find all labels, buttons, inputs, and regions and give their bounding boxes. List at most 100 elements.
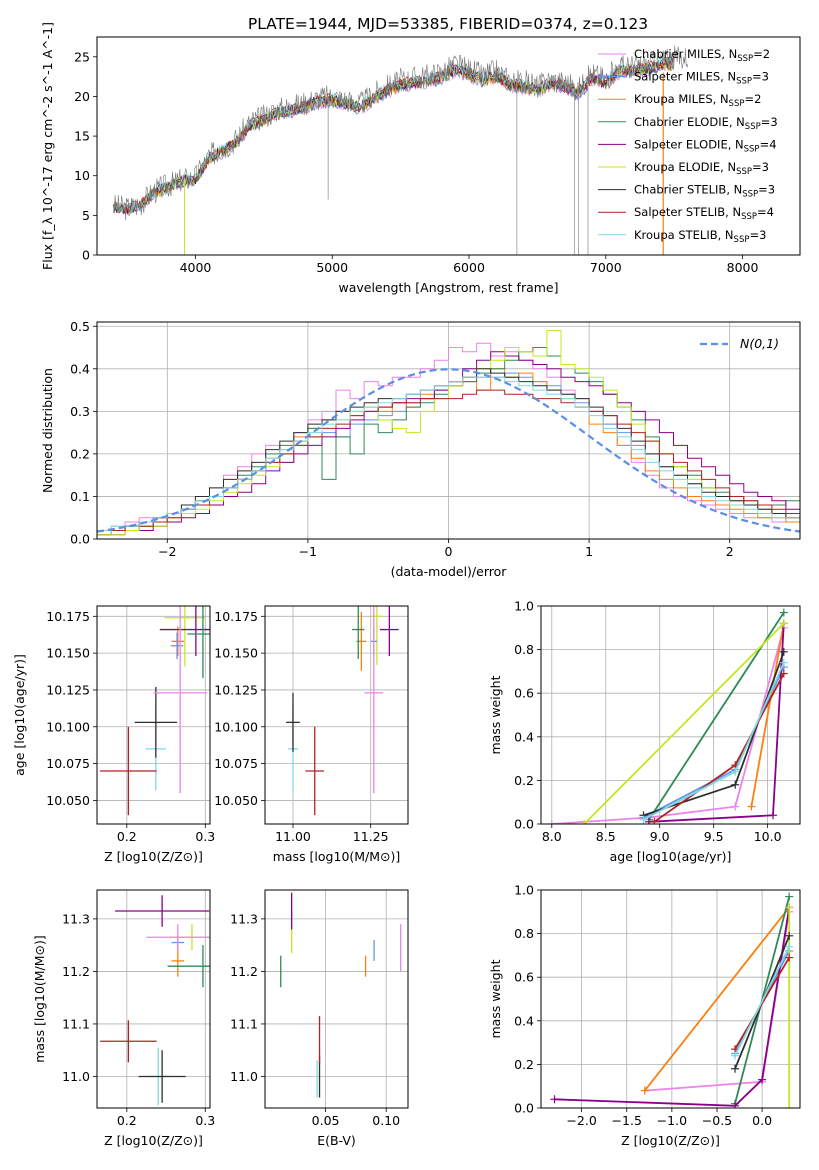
mass_weight_vs_age-xlabel: age [log10(age/yr)]	[610, 849, 732, 864]
y-tick-label: 11.3	[230, 911, 258, 926]
mass_vs_Z-ylabel: mass [log10(M/M⊙)]	[32, 935, 47, 1063]
y-tick-label: 0.4	[70, 361, 90, 376]
x-tick-label: −1	[299, 544, 317, 559]
spectrum-ylabel: Flux [f_λ 10^-17 erg cm^-2 s^-1 A^-1]	[40, 22, 55, 270]
age_vs_mass-axes: 11.00 11.25 10.050 10.075 10.100 10.125 10.150…	[214, 605, 409, 864]
age_vs_mass-plot-area	[286, 606, 399, 816]
weight-line-kroupa_elodie	[583, 622, 785, 824]
y-tick-label: 10.125	[214, 682, 258, 697]
x-tick-label: 11.25	[353, 829, 389, 844]
x-tick-label: 7000	[590, 260, 622, 275]
y-tick-label: 0.8	[514, 926, 534, 941]
legend-label: Kroupa MILES, NSSP=2	[634, 92, 761, 109]
mass_weight_vs_age-plot-area	[547, 608, 788, 824]
y-tick-label: 10.125	[46, 682, 90, 697]
x-tick-label: 8000	[727, 260, 759, 275]
x-tick-label: 0.3	[195, 1113, 215, 1128]
x-tick-label: 6000	[453, 260, 485, 275]
weight-line-kroupa_miles	[644, 906, 790, 1092]
error-bar-point	[134, 687, 178, 758]
age_vs_mass-xlabel: mass [log10(M/M⊙)]	[273, 849, 401, 864]
y-tick-label: 11.3	[62, 911, 90, 926]
figure-title: PLATE=1944, MJD=53385, FIBERID=0374, z=0…	[248, 15, 648, 33]
y-tick-label: 0.0	[514, 817, 534, 832]
x-tick-label: 0	[445, 544, 453, 559]
mass_weight_vs_Z-plot-area	[550, 892, 794, 1108]
mass_vs_EBV-axes: 0.05 0.10 11.0 11.1 11.2 11.3 E(B-V)	[230, 889, 409, 1148]
x-tick-label: 0.2	[117, 1113, 137, 1128]
x-tick-label: 8.0	[542, 829, 562, 844]
spectrum-axes: 4000 5000 6000 7000 8000 0 5 10 15 20 25 wavelength…	[40, 22, 801, 295]
y-tick-label: 0.6	[514, 970, 534, 985]
legend-label: Kroupa STELIB, NSSP=3	[634, 228, 766, 245]
x-tick-label: −2.0	[566, 1113, 596, 1128]
histogram-kroupa_stelib	[97, 376, 800, 539]
mass_vs_EBV-plot-area	[280, 892, 402, 1098]
y-tick-label: 10.100	[46, 719, 90, 734]
mass_vs_Z-plot-area	[100, 895, 210, 1106]
mass_vs_EBV-frame	[264, 889, 409, 1109]
error-bar-point	[187, 606, 210, 679]
error-bar-point	[364, 606, 384, 794]
x-tick-label: 0.3	[195, 829, 215, 844]
y-tick-label: 11.1	[230, 1016, 258, 1031]
y-tick-label: 10.075	[46, 756, 90, 771]
mass_weight_vs_age-axes: 8.0 8.5 9.0 9.5 10.0 0.0 0.2 0.4 0.6 0.8 1.0 age [l…	[488, 599, 801, 864]
age_vs_Z-ylabel: age [log10(age/yr)]	[12, 654, 27, 776]
spectrum-legend: Chabrier MILES, NSSP=2 Salpeter MILES, NS…	[598, 47, 778, 245]
y-tick-label: 11.0	[62, 1069, 90, 1084]
mass_vs_EBV-xlabel: E(B-V)	[317, 1133, 356, 1148]
mass_vs_Z-xlabel: Z [log10(Z/Z⊙)]	[104, 1133, 203, 1148]
y-tick-label: 0.5	[70, 319, 90, 334]
y-tick-label: 10.075	[214, 756, 258, 771]
y-tick-label: 11.2	[230, 964, 258, 979]
y-tick-label: 0.1	[70, 489, 90, 504]
x-tick-label: 0.0	[752, 1113, 772, 1128]
error-bar-point	[100, 1020, 157, 1063]
error-bar-point	[159, 606, 210, 657]
y-tick-label: 5	[82, 208, 90, 223]
legend-label: Kroupa ELODIE, NSSP=3	[634, 160, 769, 177]
x-tick-label: 2	[726, 544, 734, 559]
weight-line-salpeter_elodie	[648, 623, 785, 823]
mass_weight_vs_age-ylabel: mass weight	[488, 675, 503, 754]
y-tick-label: 11.2	[62, 964, 90, 979]
observed-spectrum	[113, 45, 689, 221]
y-tick-label: 10.050	[46, 793, 90, 808]
error-bar-point	[115, 895, 210, 927]
x-tick-label: 0.05	[312, 1113, 340, 1128]
age_vs_Z-xlabel: Z [log10(Z/Z⊙)]	[104, 849, 203, 864]
mass_vs_Z-axes: 0.2 0.3 11.0 11.1 11.2 11.3 Z [log10(Z/Z⊙)] mas…	[32, 889, 215, 1148]
x-tick-label: −1.5	[612, 1113, 642, 1128]
y-tick-label: 0.4	[514, 729, 534, 744]
residuals-plot-area	[97, 330, 800, 539]
gaussian-curve	[97, 368, 800, 533]
mass_weight_vs_Z-frame	[540, 889, 801, 1109]
x-tick-label: −2	[158, 544, 176, 559]
mass_weight_vs_Z-xlabel: Z [log10(Z/Z⊙)]	[621, 1133, 720, 1148]
mass_weight_vs_age-frame	[540, 605, 801, 825]
residuals-xlabel: (data-model)/error	[391, 564, 508, 579]
charts-layer: 4000 5000 6000 7000 80000510152025wavelength…	[12, 22, 801, 1148]
x-tick-label: 9.0	[650, 829, 670, 844]
y-tick-label: 10.150	[214, 646, 258, 661]
legend-label: Salpeter MILES, NSSP=3	[634, 70, 769, 87]
x-tick-label: 8.5	[596, 829, 616, 844]
spectrum-plot-area	[113, 45, 689, 255]
legend-label: Chabrier MILES, NSSP=2	[634, 47, 770, 64]
error-bar-point	[138, 1050, 186, 1103]
error-bar-point	[153, 606, 207, 794]
y-tick-label: 0	[82, 248, 90, 263]
x-tick-label: 0.10	[372, 1113, 400, 1128]
y-tick-label: 1.0	[514, 599, 534, 614]
x-tick-label: 1	[585, 544, 593, 559]
y-tick-label: 11.0	[230, 1069, 258, 1084]
y-tick-label: 20	[74, 89, 90, 104]
y-tick-label: 0.6	[514, 686, 534, 701]
spectrum-frame	[96, 36, 801, 256]
error-bar-point	[164, 606, 206, 667]
y-tick-label: 10.050	[214, 793, 258, 808]
y-tick-label: 0.3	[70, 404, 90, 419]
legend-label: Salpeter STELIB, NSSP=4	[634, 205, 774, 222]
